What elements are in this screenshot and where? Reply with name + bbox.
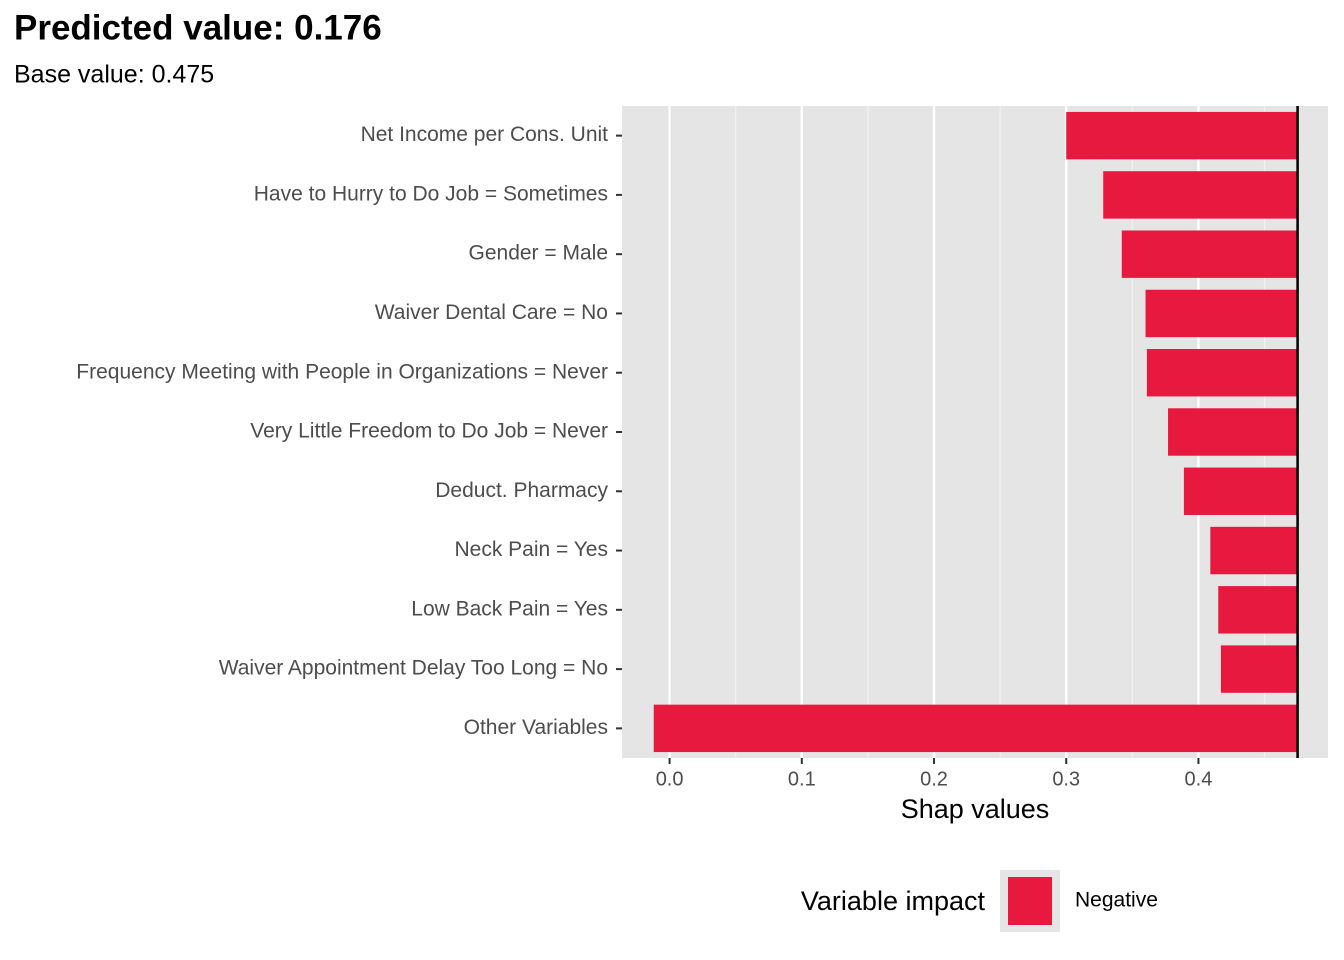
bar — [1168, 408, 1298, 456]
bar — [1210, 526, 1298, 575]
y-tick-label: Very Little Freedom to Do Job = Never — [250, 420, 608, 443]
bar — [1145, 289, 1298, 338]
bar — [1183, 467, 1298, 515]
bar — [1121, 230, 1298, 278]
chart-title: Predicted value: 0.176 — [14, 8, 382, 47]
bar — [1103, 171, 1298, 219]
legend-key — [1008, 877, 1052, 925]
bar — [1066, 111, 1298, 160]
y-tick-label: Other Variables — [464, 716, 608, 739]
bar — [1220, 645, 1298, 693]
legend-title: Variable impact — [801, 886, 986, 916]
y-tick-label: Waiver Appointment Delay Too Long = No — [219, 657, 608, 680]
x-tick-label: 0.3 — [1052, 768, 1080, 790]
y-tick-label: Waiver Dental Care = No — [375, 301, 608, 324]
y-tick-label: Deduct. Pharmacy — [435, 479, 608, 502]
y-tick-label: Net Income per Cons. Unit — [361, 123, 609, 146]
chart-subtitle: Base value: 0.475 — [14, 61, 214, 89]
x-tick-label: 0.4 — [1185, 768, 1213, 790]
y-tick-label: Gender = Male — [469, 242, 609, 265]
y-tick-label: Frequency Meeting with People in Organiz… — [76, 360, 608, 383]
bar — [1146, 349, 1298, 397]
legend-label: Negative — [1075, 889, 1158, 912]
y-tick-label: Have to Hurry to Do Job = Sometimes — [254, 182, 608, 205]
y-tick-label: Low Back Pain = Yes — [411, 597, 608, 620]
x-tick-label: 0.1 — [788, 768, 816, 790]
bar — [653, 704, 1298, 753]
y-tick-label: Neck Pain = Yes — [454, 538, 608, 561]
x-tick-label: 0.2 — [920, 768, 948, 790]
x-axis-title: Shap values — [901, 794, 1050, 824]
bar — [1218, 586, 1298, 634]
x-tick-label: 0.0 — [656, 768, 684, 790]
